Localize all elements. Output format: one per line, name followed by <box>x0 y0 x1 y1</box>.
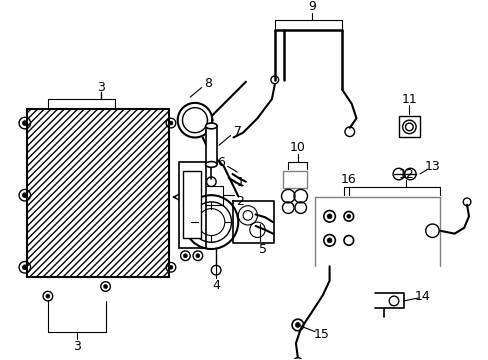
Circle shape <box>183 254 187 258</box>
Ellipse shape <box>405 123 412 131</box>
Text: 1: 1 <box>236 176 244 189</box>
Text: 16: 16 <box>340 173 356 186</box>
Bar <box>28 109 168 276</box>
Text: 2: 2 <box>236 195 244 208</box>
Circle shape <box>46 294 50 298</box>
Bar <box>283 171 307 188</box>
Circle shape <box>169 265 173 269</box>
Text: 6: 6 <box>217 156 224 169</box>
Text: 13: 13 <box>424 160 439 173</box>
Ellipse shape <box>205 162 217 167</box>
Circle shape <box>326 238 331 243</box>
Circle shape <box>103 285 107 288</box>
Text: 3: 3 <box>97 81 104 94</box>
Text: 15: 15 <box>313 328 329 341</box>
Text: 7: 7 <box>234 125 242 138</box>
Text: 9: 9 <box>308 0 316 13</box>
Bar <box>205 126 217 165</box>
Bar <box>27 109 169 277</box>
Circle shape <box>196 254 200 258</box>
Ellipse shape <box>402 120 415 134</box>
Circle shape <box>169 121 173 125</box>
Bar <box>178 162 205 248</box>
Circle shape <box>22 121 27 126</box>
Text: 4: 4 <box>212 279 220 292</box>
Bar <box>398 116 419 138</box>
Text: 3: 3 <box>73 339 81 352</box>
Text: 5: 5 <box>259 243 267 256</box>
Text: 12: 12 <box>398 167 413 180</box>
Text: 14: 14 <box>414 290 430 303</box>
Circle shape <box>22 265 27 270</box>
Circle shape <box>22 193 27 198</box>
Bar <box>183 171 201 238</box>
Circle shape <box>295 323 300 327</box>
Ellipse shape <box>205 123 217 129</box>
Circle shape <box>346 215 350 218</box>
Circle shape <box>326 214 331 219</box>
Text: 11: 11 <box>401 93 416 105</box>
Text: 10: 10 <box>289 141 305 154</box>
Text: 8: 8 <box>204 77 212 90</box>
